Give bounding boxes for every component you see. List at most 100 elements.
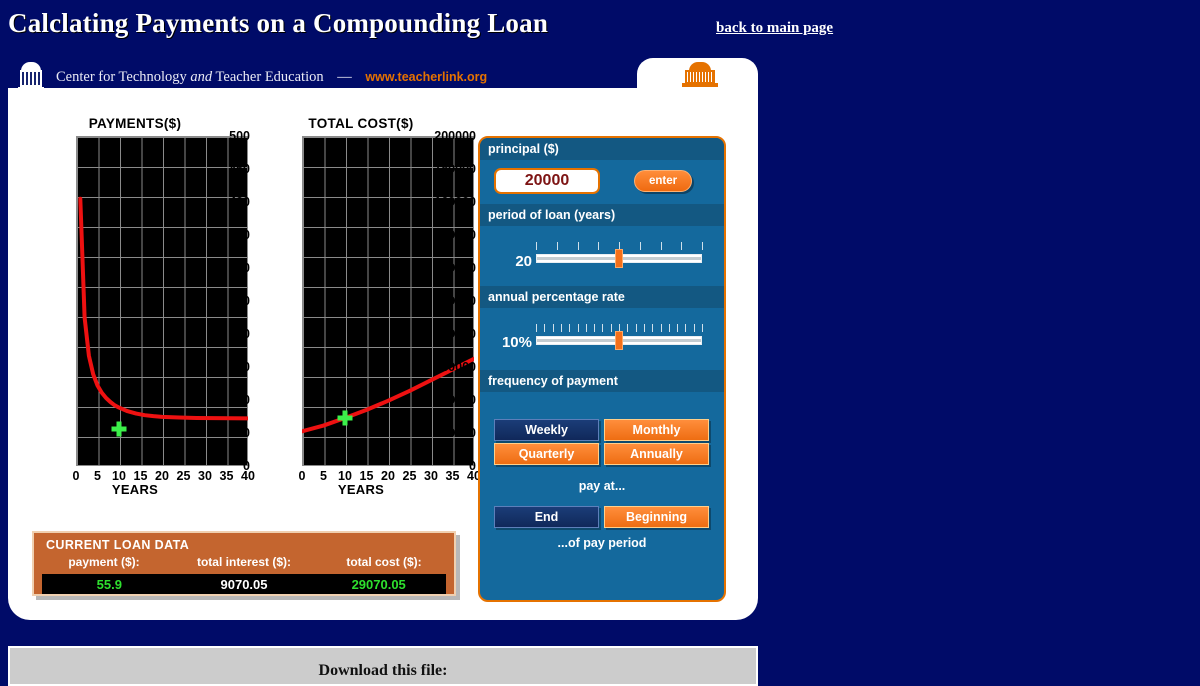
loan-data-header: total interest ($):: [196, 555, 291, 569]
download-heading: Download this file:: [318, 662, 448, 679]
frequency-button-monthly[interactable]: Monthly: [604, 419, 709, 441]
loan-data-header: payment ($):: [68, 555, 140, 569]
slider-tick: [619, 242, 620, 250]
payments-chart: PAYMENTS($) YEARS 0 50 100 150 200 250 300 350 4…: [20, 116, 255, 506]
center-name-and: and: [190, 68, 213, 85]
slider-tick: [619, 324, 620, 332]
y-axis-tick: 100: [229, 393, 250, 407]
pay-at-suffix: ...of pay period: [557, 536, 647, 550]
period-label: period of loan (years): [488, 208, 616, 222]
principal-label: principal ($): [488, 142, 559, 156]
x-axis-tick: 5: [94, 469, 101, 483]
apr-slider-ticks: [536, 324, 703, 333]
x-axis-tick: 40: [467, 469, 481, 483]
period-value: 20: [515, 253, 532, 270]
total-cost-plot-area: [302, 136, 474, 466]
x-axis-tick: 0: [72, 469, 80, 483]
y-axis-tick: 450: [229, 162, 250, 176]
slider-tick: [660, 242, 662, 250]
frequency-button-annually[interactable]: Annually: [604, 443, 709, 465]
slider-tick: [643, 324, 645, 332]
apr-slider-thumb[interactable]: [615, 331, 623, 350]
slider-tick: [635, 324, 637, 332]
loan-data-headers: payment ($): total interest ($): total cos…: [34, 555, 454, 569]
frequency-button-weekly[interactable]: Weekly: [494, 419, 599, 441]
enter-button[interactable]: enter: [634, 170, 692, 192]
slider-tick: [702, 324, 703, 332]
loan-data-value: 29070.05: [351, 576, 406, 592]
pay-at-button-end[interactable]: End: [494, 506, 599, 528]
total-cost-chart: TOTAL COST($) YEARS 0 20000 40000 60000 8000…: [246, 116, 481, 506]
y-axis-tick: 150: [229, 360, 250, 374]
payments-x-axis-label: YEARS: [111, 482, 159, 497]
teacherlink-url[interactable]: www.teacherlink.org: [365, 69, 488, 84]
y-axis-tick: 60000: [441, 360, 476, 374]
loan-data-values: 55.9 9070.05 29070.05: [42, 574, 446, 594]
total-cost-chart-title: TOTAL COST($): [308, 116, 414, 131]
branding-dash: —: [337, 68, 352, 85]
uva-rotunda-icon: [680, 62, 720, 88]
y-axis-tick: 0: [243, 459, 250, 473]
slider-tick: [536, 242, 537, 250]
x-axis-tick: 10: [112, 469, 126, 483]
apr-slider[interactable]: [536, 324, 703, 352]
principal-input[interactable]: 20000: [494, 168, 600, 194]
slider-tick: [627, 324, 629, 332]
x-axis-tick: 10: [338, 469, 352, 483]
center-name: Center for Technology and Teacher Educat…: [56, 69, 487, 86]
loan-data-title: CURRENT LOAN DATA: [46, 538, 190, 552]
period-slider-ticks: [536, 242, 703, 251]
loan-data-value: 9070.05: [220, 576, 268, 592]
loan-data-value: 55.9: [96, 576, 122, 592]
apr-label-bar: annual percentage rate: [480, 286, 724, 308]
slider-tick: [536, 324, 537, 332]
slider-tick: [560, 324, 562, 332]
frequency-button-quarterly[interactable]: Quarterly: [494, 443, 599, 465]
period-label-bar: period of loan (years): [480, 204, 724, 226]
x-axis-tick: 35: [219, 469, 234, 483]
y-axis-tick: 0: [469, 459, 476, 473]
y-axis-tick: 140000: [434, 228, 476, 242]
total-cost-x-axis-label: YEARS: [337, 482, 385, 497]
slider-tick: [585, 324, 587, 332]
x-axis-tick: 25: [402, 469, 417, 483]
payments-plot-area: [76, 136, 248, 466]
y-axis-tick: 400: [229, 195, 250, 209]
frequency-label: frequency of payment: [488, 374, 618, 388]
x-axis-tick: 15: [133, 469, 148, 483]
slider-tick: [598, 242, 600, 250]
slider-tick: [681, 242, 683, 250]
period-slider-thumb[interactable]: [615, 249, 623, 268]
x-axis-tick: 20: [381, 469, 395, 483]
y-axis-tick: 20000: [441, 426, 476, 440]
slider-tick: [610, 324, 612, 332]
x-axis-tick: 40: [241, 469, 255, 483]
loan-controls-panel: principal ($) 20000 enter period of loan…: [478, 136, 726, 602]
slider-tick: [556, 242, 558, 250]
x-axis-tick: 5: [320, 469, 327, 483]
y-axis-tick: 300: [229, 261, 250, 275]
slider-tick: [685, 324, 687, 332]
y-axis-tick: 350: [229, 228, 250, 242]
back-to-main-page-link[interactable]: back to main page: [716, 20, 834, 36]
apr-value: 10%: [501, 334, 532, 351]
app-card: PAYMENTS($) YEARS 0 50 100 150 200 250 300 350 4…: [8, 88, 758, 620]
center-name-part2: Teacher Education: [212, 68, 324, 85]
payments-curve: [78, 196, 248, 421]
branding-strip: Center for Technology and Teacher Educat…: [0, 60, 770, 94]
slider-tick: [552, 324, 554, 332]
period-slider[interactable]: [536, 242, 703, 270]
y-axis-tick: 160000: [434, 195, 476, 209]
slider-tick: [569, 324, 571, 332]
slider-tick: [668, 324, 670, 332]
slider-tick: [594, 324, 596, 332]
x-axis-tick: 30: [424, 469, 438, 483]
slider-tick: [660, 324, 662, 332]
y-axis-tick: 250: [229, 294, 250, 308]
x-axis-tick: 15: [359, 469, 374, 483]
x-axis-tick: 35: [445, 469, 460, 483]
y-axis-tick: 500: [229, 129, 250, 143]
pay-at-button-beginning[interactable]: Beginning: [604, 506, 709, 528]
y-axis-tick: 50: [236, 426, 250, 440]
loan-data-header: total cost ($):: [346, 555, 422, 569]
